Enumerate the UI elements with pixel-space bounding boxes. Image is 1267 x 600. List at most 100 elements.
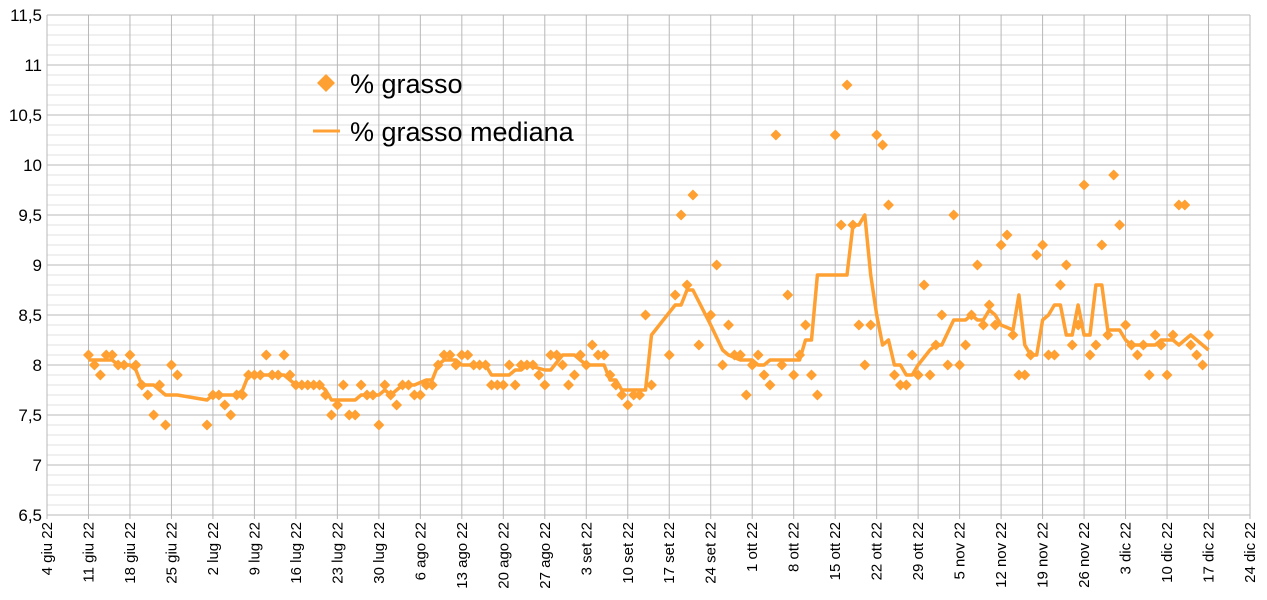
data-point xyxy=(634,389,646,401)
data-point xyxy=(171,369,183,381)
x-tick-label: 18 giu 22 xyxy=(122,522,139,584)
data-point xyxy=(800,319,812,331)
data-point xyxy=(592,349,604,361)
data-point xyxy=(497,379,509,391)
y-tick-label: 10 xyxy=(23,156,42,175)
data-point xyxy=(1191,349,1203,361)
data-point xyxy=(509,379,521,391)
data-point xyxy=(717,359,729,371)
data-point xyxy=(782,289,794,301)
x-tick-label: 10 dic 22 xyxy=(1159,522,1176,583)
data-point xyxy=(100,349,112,361)
data-point xyxy=(1013,369,1025,381)
data-point xyxy=(924,369,936,381)
data-point xyxy=(515,359,527,371)
scatter-series xyxy=(82,79,1215,431)
data-point xyxy=(207,389,219,401)
x-tick-label: 16 lug 22 xyxy=(288,522,305,584)
data-point xyxy=(954,359,966,371)
data-point xyxy=(462,349,474,361)
data-point xyxy=(764,379,776,391)
y-tick-label: 11 xyxy=(24,56,42,75)
x-tick-label: 20 ago 22 xyxy=(495,522,512,589)
y-tick-label: 7 xyxy=(33,456,42,475)
x-tick-label: 8 ott 22 xyxy=(786,522,803,572)
data-point xyxy=(995,239,1007,251)
data-point xyxy=(829,129,841,141)
data-point xyxy=(1007,329,1019,341)
data-point xyxy=(1185,339,1197,351)
data-point xyxy=(788,369,800,381)
data-point xyxy=(1066,339,1078,351)
data-point xyxy=(491,379,503,391)
data-point xyxy=(586,339,598,351)
data-point xyxy=(237,389,249,401)
data-point xyxy=(1155,339,1167,351)
data-point xyxy=(883,199,895,211)
data-point xyxy=(485,379,497,391)
data-point xyxy=(260,349,272,361)
data-point xyxy=(165,359,177,371)
data-point xyxy=(645,379,657,391)
data-point xyxy=(1037,239,1049,251)
data-point xyxy=(1197,359,1209,371)
data-point xyxy=(965,309,977,321)
data-point xyxy=(894,379,906,391)
data-point xyxy=(989,319,1001,331)
data-point xyxy=(1019,369,1031,381)
data-point xyxy=(1137,339,1149,351)
data-point xyxy=(302,379,314,391)
data-point xyxy=(1054,279,1066,291)
data-point xyxy=(604,369,616,381)
data-point xyxy=(841,79,853,91)
data-point xyxy=(794,349,806,361)
data-point xyxy=(983,299,995,311)
data-point xyxy=(402,379,414,391)
x-tick-label: 17 dic 22 xyxy=(1201,522,1218,583)
data-point xyxy=(865,319,877,331)
x-tick-label: 4 giu 22 xyxy=(39,522,56,575)
data-point xyxy=(118,359,130,371)
data-point xyxy=(331,399,343,411)
legend-label-grasso-mediana: % grasso mediana xyxy=(350,117,575,147)
x-tick-label: 1 ott 22 xyxy=(744,522,761,572)
data-point xyxy=(598,349,610,361)
data-point xyxy=(859,359,871,371)
data-point xyxy=(888,369,900,381)
y-tick-label: 8 xyxy=(33,356,42,375)
data-point xyxy=(1090,339,1102,351)
y-tick-label: 8,5 xyxy=(18,306,42,325)
data-point xyxy=(557,359,569,371)
x-tick-label: 11 giu 22 xyxy=(80,522,97,583)
data-point xyxy=(906,349,918,361)
data-point xyxy=(343,409,355,421)
data-point xyxy=(734,349,746,361)
data-point xyxy=(248,369,260,381)
data-point xyxy=(805,369,817,381)
data-point xyxy=(1031,249,1043,261)
data-point xyxy=(154,379,166,391)
data-point xyxy=(669,289,681,301)
data-point xyxy=(124,349,136,361)
data-point xyxy=(847,219,859,231)
data-point xyxy=(320,389,332,401)
x-tick-label: 27 ago 22 xyxy=(537,522,554,589)
x-axis-tick-labels: 4 giu 22 11 giu 22 18 giu 22 25 giu 22 2 lug… xyxy=(39,522,1259,589)
legend-diamond-icon xyxy=(317,74,335,92)
data-point xyxy=(160,419,172,431)
data-point xyxy=(88,359,100,371)
data-point xyxy=(1114,219,1126,231)
data-point xyxy=(977,319,989,331)
data-point xyxy=(1108,169,1120,181)
data-point xyxy=(776,359,788,371)
data-point xyxy=(314,379,326,391)
data-point xyxy=(1048,349,1060,361)
data-point xyxy=(574,349,586,361)
data-point xyxy=(278,349,290,361)
data-point xyxy=(474,359,486,371)
data-point xyxy=(562,379,574,391)
data-point xyxy=(693,339,705,351)
data-point xyxy=(1125,339,1137,351)
data-point xyxy=(438,349,450,361)
data-point xyxy=(379,379,391,391)
